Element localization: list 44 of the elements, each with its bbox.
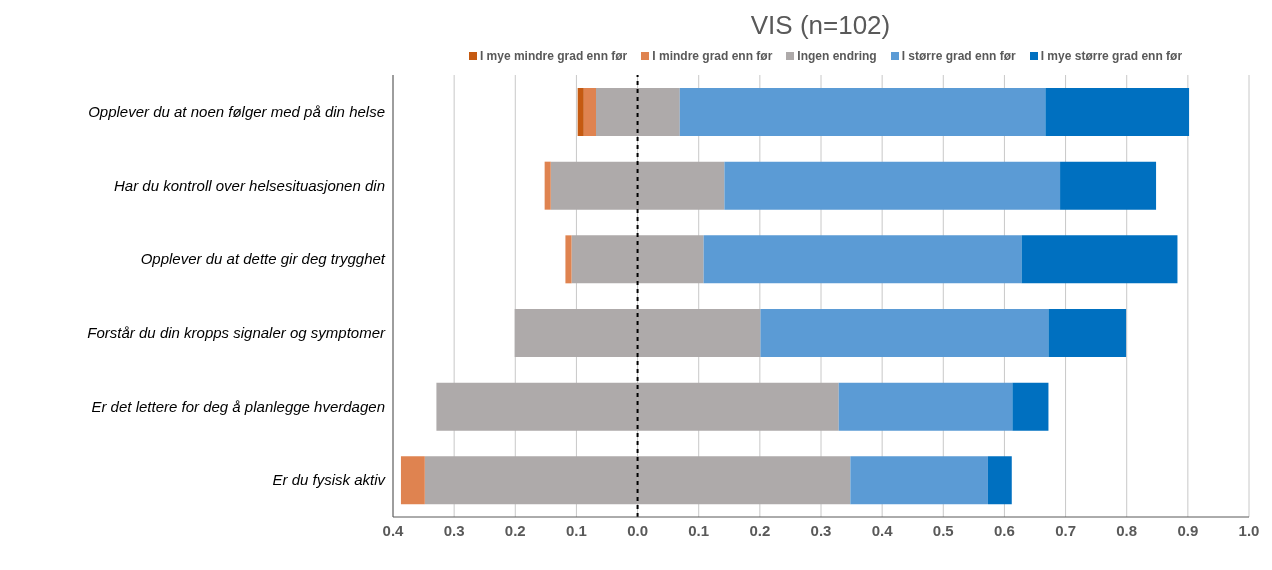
bar — [583, 88, 596, 136]
legend-label: I større grad enn før — [900, 49, 1016, 63]
y-tick-label: Opplever du at dette gir deg trygghet — [140, 250, 386, 268]
x-tick-label: 0.3 — [443, 521, 465, 539]
legend-label: I mye større grad enn før — [1039, 49, 1183, 63]
x-tick-label: 0.9 — [1177, 521, 1199, 539]
bar — [400, 456, 425, 505]
x-tick-label: 0.7 — [1055, 521, 1076, 539]
x-tick-label: 0.4 — [382, 521, 405, 539]
bar — [544, 161, 551, 210]
bar — [577, 88, 584, 136]
y-tick-label: Er du fysisk aktiv — [272, 471, 387, 489]
bar — [1060, 161, 1157, 210]
bar — [850, 456, 988, 505]
bar — [987, 456, 1012, 505]
x-tick-label: 0.2 — [504, 521, 526, 539]
x-tick-label: 0.4 — [871, 521, 894, 539]
bar — [1012, 382, 1049, 431]
bar — [565, 235, 572, 284]
y-tick-label: Har du kontroll over helsesituasjonen din — [114, 176, 385, 194]
legend-label: I mye mindre grad enn før — [478, 49, 628, 63]
x-tick-label: 0.8 — [1116, 521, 1138, 539]
x-tick-label: 0.2 — [749, 521, 771, 539]
bar — [1021, 235, 1178, 284]
x-tick-label: 1.0 — [1238, 521, 1260, 539]
x-tick-label: 0.3 — [810, 521, 832, 539]
bar — [703, 235, 1022, 284]
bar — [679, 88, 1046, 136]
bar — [1045, 88, 1190, 136]
x-tick-label: 0.5 — [932, 521, 954, 539]
x-tick-label: 0.6 — [994, 521, 1015, 539]
bar — [724, 161, 1061, 210]
x-tick-label: 0.1 — [688, 521, 710, 539]
chart-title: VIS (n=102) — [749, 10, 892, 41]
bar — [760, 309, 1049, 357]
y-tick-label: Opplever du at noen følger med på din helse — [88, 103, 385, 121]
bar — [838, 382, 1013, 431]
x-tick-label: 0.0 — [627, 521, 648, 539]
legend-label: I mindre grad enn før — [651, 49, 773, 63]
bar — [1048, 309, 1127, 357]
y-tick-label: Er det lettere for deg å planlegge hverdagen — [91, 397, 385, 415]
y-tick-label: Forstår du din kropps signaler og symptomer — [87, 324, 386, 342]
x-tick-label: 0.1 — [566, 521, 587, 539]
legend-label: Ingen endring — [796, 49, 877, 63]
